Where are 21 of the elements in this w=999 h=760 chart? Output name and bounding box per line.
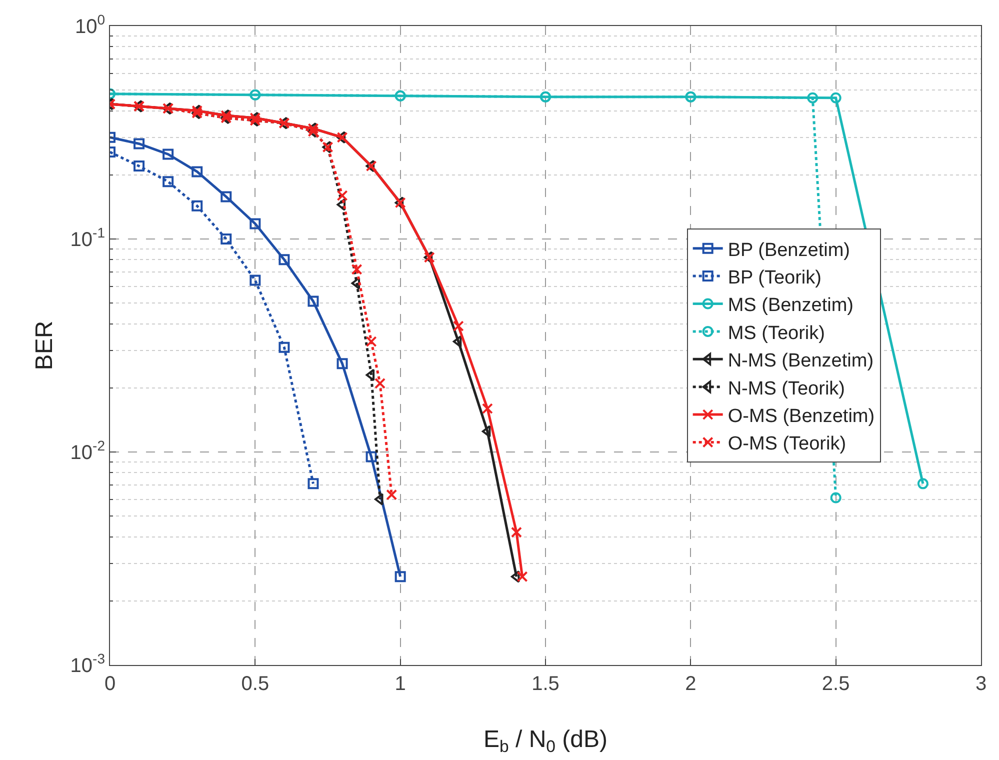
- legend-label: N-MS (Teorik): [728, 378, 846, 400]
- x-tick-label: 0: [104, 673, 116, 695]
- x-axis-title: E$_{b}$ / N$_{0}$ (dB): [483, 726, 608, 756]
- legend-label: MS (Teorik): [728, 322, 825, 344]
- y-tick-label: 10$^{-2}$: [70, 438, 106, 464]
- y-axis-title: BER: [31, 320, 58, 370]
- x-tick-label: 1: [394, 673, 406, 695]
- legend-label: O-MS (Benzetim): [728, 406, 875, 427]
- x-tick-label: 2: [685, 673, 696, 695]
- y-tick-label: 10$^{-1}$: [70, 224, 106, 251]
- legend-label: BP (Benzetim): [728, 240, 850, 261]
- x-tick-label: 1.5: [532, 673, 560, 695]
- legend-label: BP (Teorik): [728, 267, 822, 288]
- y-tick-label: 10$^{-3}$: [70, 650, 106, 677]
- legend-label: MS (Benzetim): [728, 295, 854, 316]
- x-tick-label: 3: [975, 673, 987, 695]
- x-tick-label: 2.5: [822, 673, 850, 695]
- legend-label: O-MS (Teorik): [728, 434, 846, 455]
- legend-label: N-MS (Benzetim): [728, 350, 874, 372]
- y-tick-label: 10$^{0}$: [74, 12, 106, 38]
- x-tick-label: 0.5: [241, 673, 270, 695]
